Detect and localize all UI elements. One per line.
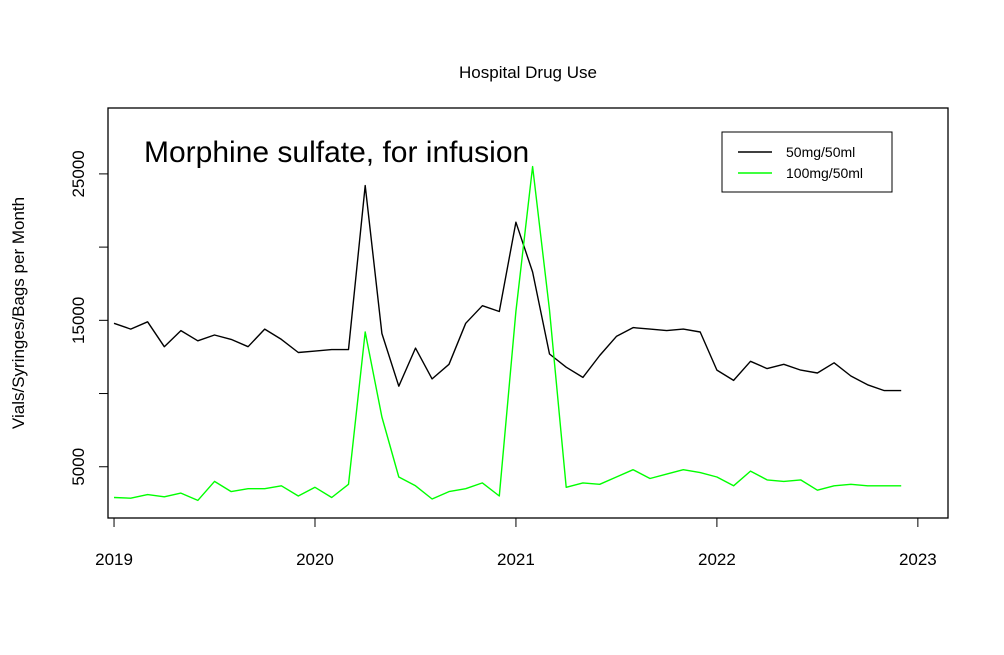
y-tick-label: 5000	[69, 448, 88, 486]
series-line-1	[113, 184, 902, 392]
chart-annotation: Morphine sulfate, for infusion	[144, 136, 529, 169]
legend: 50mg/50ml 100mg/50ml	[721, 131, 893, 193]
y-tick-label: 25000	[69, 150, 88, 197]
legend-label: 50mg/50ml	[786, 144, 855, 160]
x-axis: 2019 2020 2021 2022 2023	[95, 517, 937, 569]
chart-title: Hospital Drug Use	[459, 63, 597, 82]
legend-box	[721, 131, 893, 193]
x-tick-label: 2021	[497, 550, 535, 569]
y-axis: 5000 15000 25000	[69, 150, 109, 486]
x-tick-label: 2020	[296, 550, 334, 569]
x-tick-label: 2022	[698, 550, 736, 569]
x-tick-label: 2023	[899, 550, 937, 569]
y-axis-title: Vials/Syringes/Bags per Month	[9, 197, 28, 429]
series-line-2	[113, 165, 902, 502]
y-tick-label: 15000	[69, 297, 88, 344]
legend-label: 100mg/50ml	[786, 165, 863, 181]
x-tick-label: 2019	[95, 550, 133, 569]
series-group	[113, 165, 902, 502]
